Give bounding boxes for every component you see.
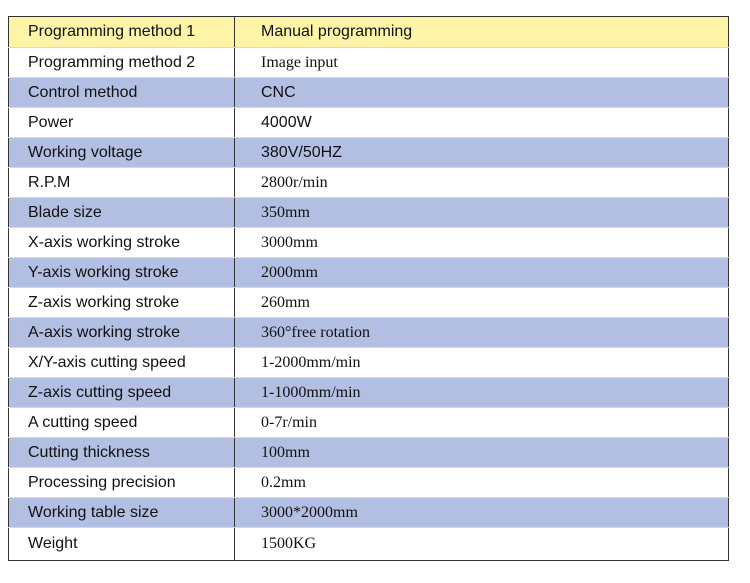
table-row: Z-axis working stroke 260mm	[8, 287, 729, 318]
spec-label: X/Y-axis cutting speed	[8, 347, 235, 378]
spec-value: Manual programming	[234, 16, 729, 48]
spec-label: Blade size	[8, 197, 235, 228]
spec-label: Weight	[8, 527, 235, 561]
spec-value: 100mm	[234, 437, 729, 468]
spec-value: 3000mm	[234, 227, 729, 258]
spec-value: 2000mm	[234, 257, 729, 288]
table-row: Blade size 350mm	[8, 197, 729, 228]
spec-value: 2800r/min	[234, 167, 729, 198]
table-row: Processing precision 0.2mm	[8, 467, 729, 498]
spec-label: Y-axis working stroke	[8, 257, 235, 288]
spec-value: 1-1000mm/min	[234, 377, 729, 408]
table-row: Working voltage 380V/50HZ	[8, 137, 729, 168]
table-row: Power 4000W	[8, 107, 729, 138]
table-row: X-axis working stroke 3000mm	[8, 227, 729, 258]
spec-value: 3000*2000mm	[234, 497, 729, 528]
table-row: Z-axis cutting speed 1-1000mm/min	[8, 377, 729, 408]
table-row: Control method CNC	[8, 77, 729, 108]
spec-table: Programming method 1 Manual programming …	[8, 16, 729, 561]
table-row: Weight 1500KG	[8, 527, 729, 561]
spec-value: 0.2mm	[234, 467, 729, 498]
spec-value: 260mm	[234, 287, 729, 318]
spec-label: Control method	[8, 77, 235, 108]
spec-label: Power	[8, 107, 235, 138]
table-row: Programming method 1 Manual programming	[8, 16, 729, 48]
spec-label: Z-axis working stroke	[8, 287, 235, 318]
table-row: Y-axis working stroke 2000mm	[8, 257, 729, 288]
table-row: Programming method 2 Image input	[8, 47, 729, 78]
table-row: R.P.M 2800r/min	[8, 167, 729, 198]
spec-value: 1-2000mm/min	[234, 347, 729, 378]
spec-label: X-axis working stroke	[8, 227, 235, 258]
spec-label: Processing precision	[8, 467, 235, 498]
spec-label: A-axis working stroke	[8, 317, 235, 348]
spec-value: Image input	[234, 47, 729, 78]
spec-label: R.P.M	[8, 167, 235, 198]
table-row: X/Y-axis cutting speed 1-2000mm/min	[8, 347, 729, 378]
table-row: Cutting thickness 100mm	[8, 437, 729, 468]
spec-value: 350mm	[234, 197, 729, 228]
spec-label: Programming method 2	[8, 47, 235, 78]
spec-value: 1500KG	[234, 527, 729, 561]
spec-value: 4000W	[234, 107, 729, 138]
spec-label: Cutting thickness	[8, 437, 235, 468]
spec-label: Z-axis cutting speed	[8, 377, 235, 408]
spec-value: 380V/50HZ	[234, 137, 729, 168]
table-row: A-axis working stroke 360°free rotation	[8, 317, 729, 348]
spec-label: Working voltage	[8, 137, 235, 168]
spec-label: Working table size	[8, 497, 235, 528]
spec-value: 0-7r/min	[234, 407, 729, 438]
table-row: Working table size 3000*2000mm	[8, 497, 729, 528]
table-row: A cutting speed 0-7r/min	[8, 407, 729, 438]
spec-label: Programming method 1	[8, 16, 235, 48]
spec-label: A cutting speed	[8, 407, 235, 438]
spec-value: CNC	[234, 77, 729, 108]
spec-value: 360°free rotation	[234, 317, 729, 348]
